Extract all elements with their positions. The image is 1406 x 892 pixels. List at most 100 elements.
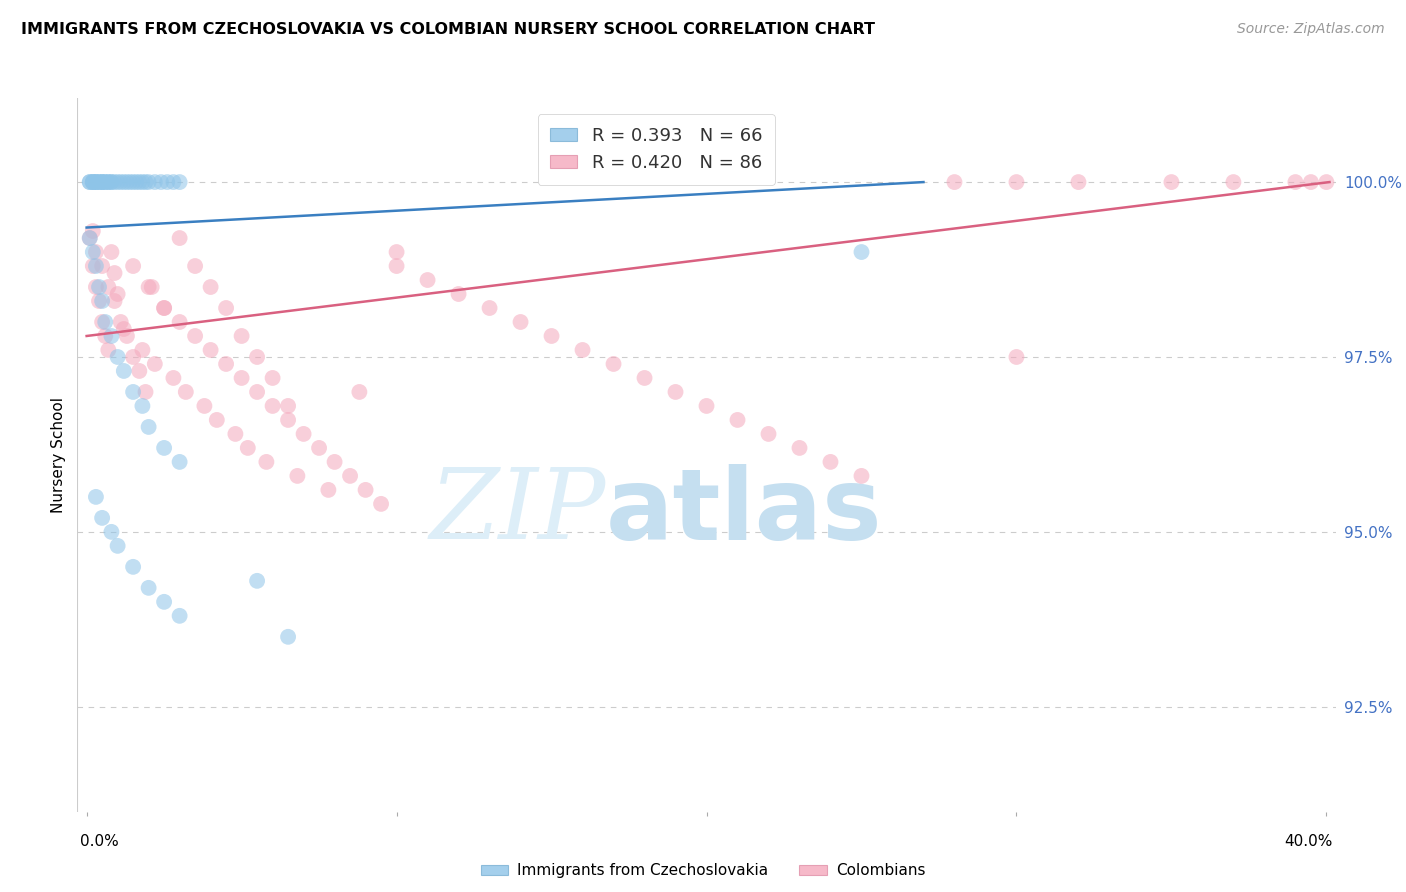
- Point: [84, 175, 107, 189]
- Point: [1299, 175, 1322, 189]
- Point: [138, 420, 160, 434]
- Point: [1315, 175, 1337, 189]
- Point: [134, 384, 156, 399]
- Point: [87, 175, 110, 189]
- Point: [115, 175, 138, 189]
- Point: [200, 343, 222, 357]
- Point: [122, 259, 145, 273]
- Point: [100, 329, 122, 343]
- Point: [602, 357, 624, 371]
- Point: [84, 175, 107, 189]
- Point: [118, 175, 141, 189]
- Point: [758, 426, 780, 441]
- Point: [107, 350, 129, 364]
- Point: [100, 175, 122, 189]
- Point: [349, 384, 371, 399]
- Point: [94, 175, 117, 189]
- Point: [1160, 175, 1182, 189]
- Point: [277, 413, 299, 427]
- Point: [262, 399, 284, 413]
- Point: [91, 511, 114, 525]
- Point: [122, 175, 145, 189]
- Point: [131, 175, 153, 189]
- Point: [254, 455, 277, 469]
- Point: [262, 371, 284, 385]
- Point: [150, 175, 173, 189]
- Point: [153, 595, 176, 609]
- Point: [79, 175, 101, 189]
- Point: [292, 426, 315, 441]
- Point: [162, 371, 184, 385]
- Legend: R = 0.393   N = 66, R = 0.420   N = 86: R = 0.393 N = 66, R = 0.420 N = 86: [537, 114, 775, 185]
- Point: [727, 413, 749, 427]
- Point: [84, 259, 107, 273]
- Point: [128, 175, 150, 189]
- Point: [94, 329, 117, 343]
- Text: 0.0%: 0.0%: [80, 834, 120, 849]
- Point: [231, 371, 253, 385]
- Point: [82, 175, 104, 189]
- Point: [571, 343, 593, 357]
- Point: [122, 350, 145, 364]
- Point: [1284, 175, 1306, 189]
- Point: [339, 469, 361, 483]
- Point: [308, 441, 330, 455]
- Point: [287, 469, 309, 483]
- Point: [84, 175, 107, 189]
- Point: [103, 175, 125, 189]
- Point: [91, 175, 114, 189]
- Point: [664, 384, 686, 399]
- Point: [107, 539, 129, 553]
- Text: Source: ZipAtlas.com: Source: ZipAtlas.com: [1237, 22, 1385, 37]
- Point: [205, 413, 228, 427]
- Point: [91, 315, 114, 329]
- Point: [385, 259, 408, 273]
- Point: [84, 280, 107, 294]
- Point: [82, 245, 104, 260]
- Point: [156, 175, 179, 189]
- Point: [91, 293, 114, 308]
- Legend: Immigrants from Czechoslovakia, Colombians: Immigrants from Czechoslovakia, Colombia…: [475, 857, 931, 884]
- Point: [107, 287, 129, 301]
- Point: [169, 608, 191, 623]
- Point: [100, 524, 122, 539]
- Point: [100, 175, 122, 189]
- Point: [193, 399, 215, 413]
- Point: [115, 329, 138, 343]
- Point: [82, 175, 104, 189]
- Point: [134, 175, 156, 189]
- Point: [277, 630, 299, 644]
- Point: [1005, 175, 1028, 189]
- Point: [100, 245, 122, 260]
- Point: [107, 175, 129, 189]
- Point: [200, 280, 222, 294]
- Point: [87, 293, 110, 308]
- Point: [112, 322, 135, 336]
- Point: [79, 231, 101, 245]
- Text: IMMIGRANTS FROM CZECHOSLOVAKIA VS COLOMBIAN NURSERY SCHOOL CORRELATION CHART: IMMIGRANTS FROM CZECHOSLOVAKIA VS COLOMB…: [21, 22, 875, 37]
- Point: [184, 259, 207, 273]
- Point: [97, 175, 120, 189]
- Point: [122, 559, 145, 574]
- Point: [141, 280, 163, 294]
- Point: [277, 399, 299, 413]
- Point: [370, 497, 392, 511]
- Point: [509, 315, 531, 329]
- Y-axis label: Nursery School: Nursery School: [51, 397, 66, 513]
- Point: [231, 329, 253, 343]
- Point: [789, 441, 811, 455]
- Point: [851, 245, 873, 260]
- Point: [153, 441, 176, 455]
- Point: [169, 315, 191, 329]
- Point: [215, 301, 238, 315]
- Point: [143, 175, 166, 189]
- Point: [633, 371, 655, 385]
- Point: [87, 280, 110, 294]
- Text: 40.0%: 40.0%: [1285, 834, 1333, 849]
- Point: [122, 384, 145, 399]
- Point: [478, 301, 501, 315]
- Point: [84, 245, 107, 260]
- Point: [125, 175, 148, 189]
- Point: [87, 175, 110, 189]
- Point: [246, 574, 269, 588]
